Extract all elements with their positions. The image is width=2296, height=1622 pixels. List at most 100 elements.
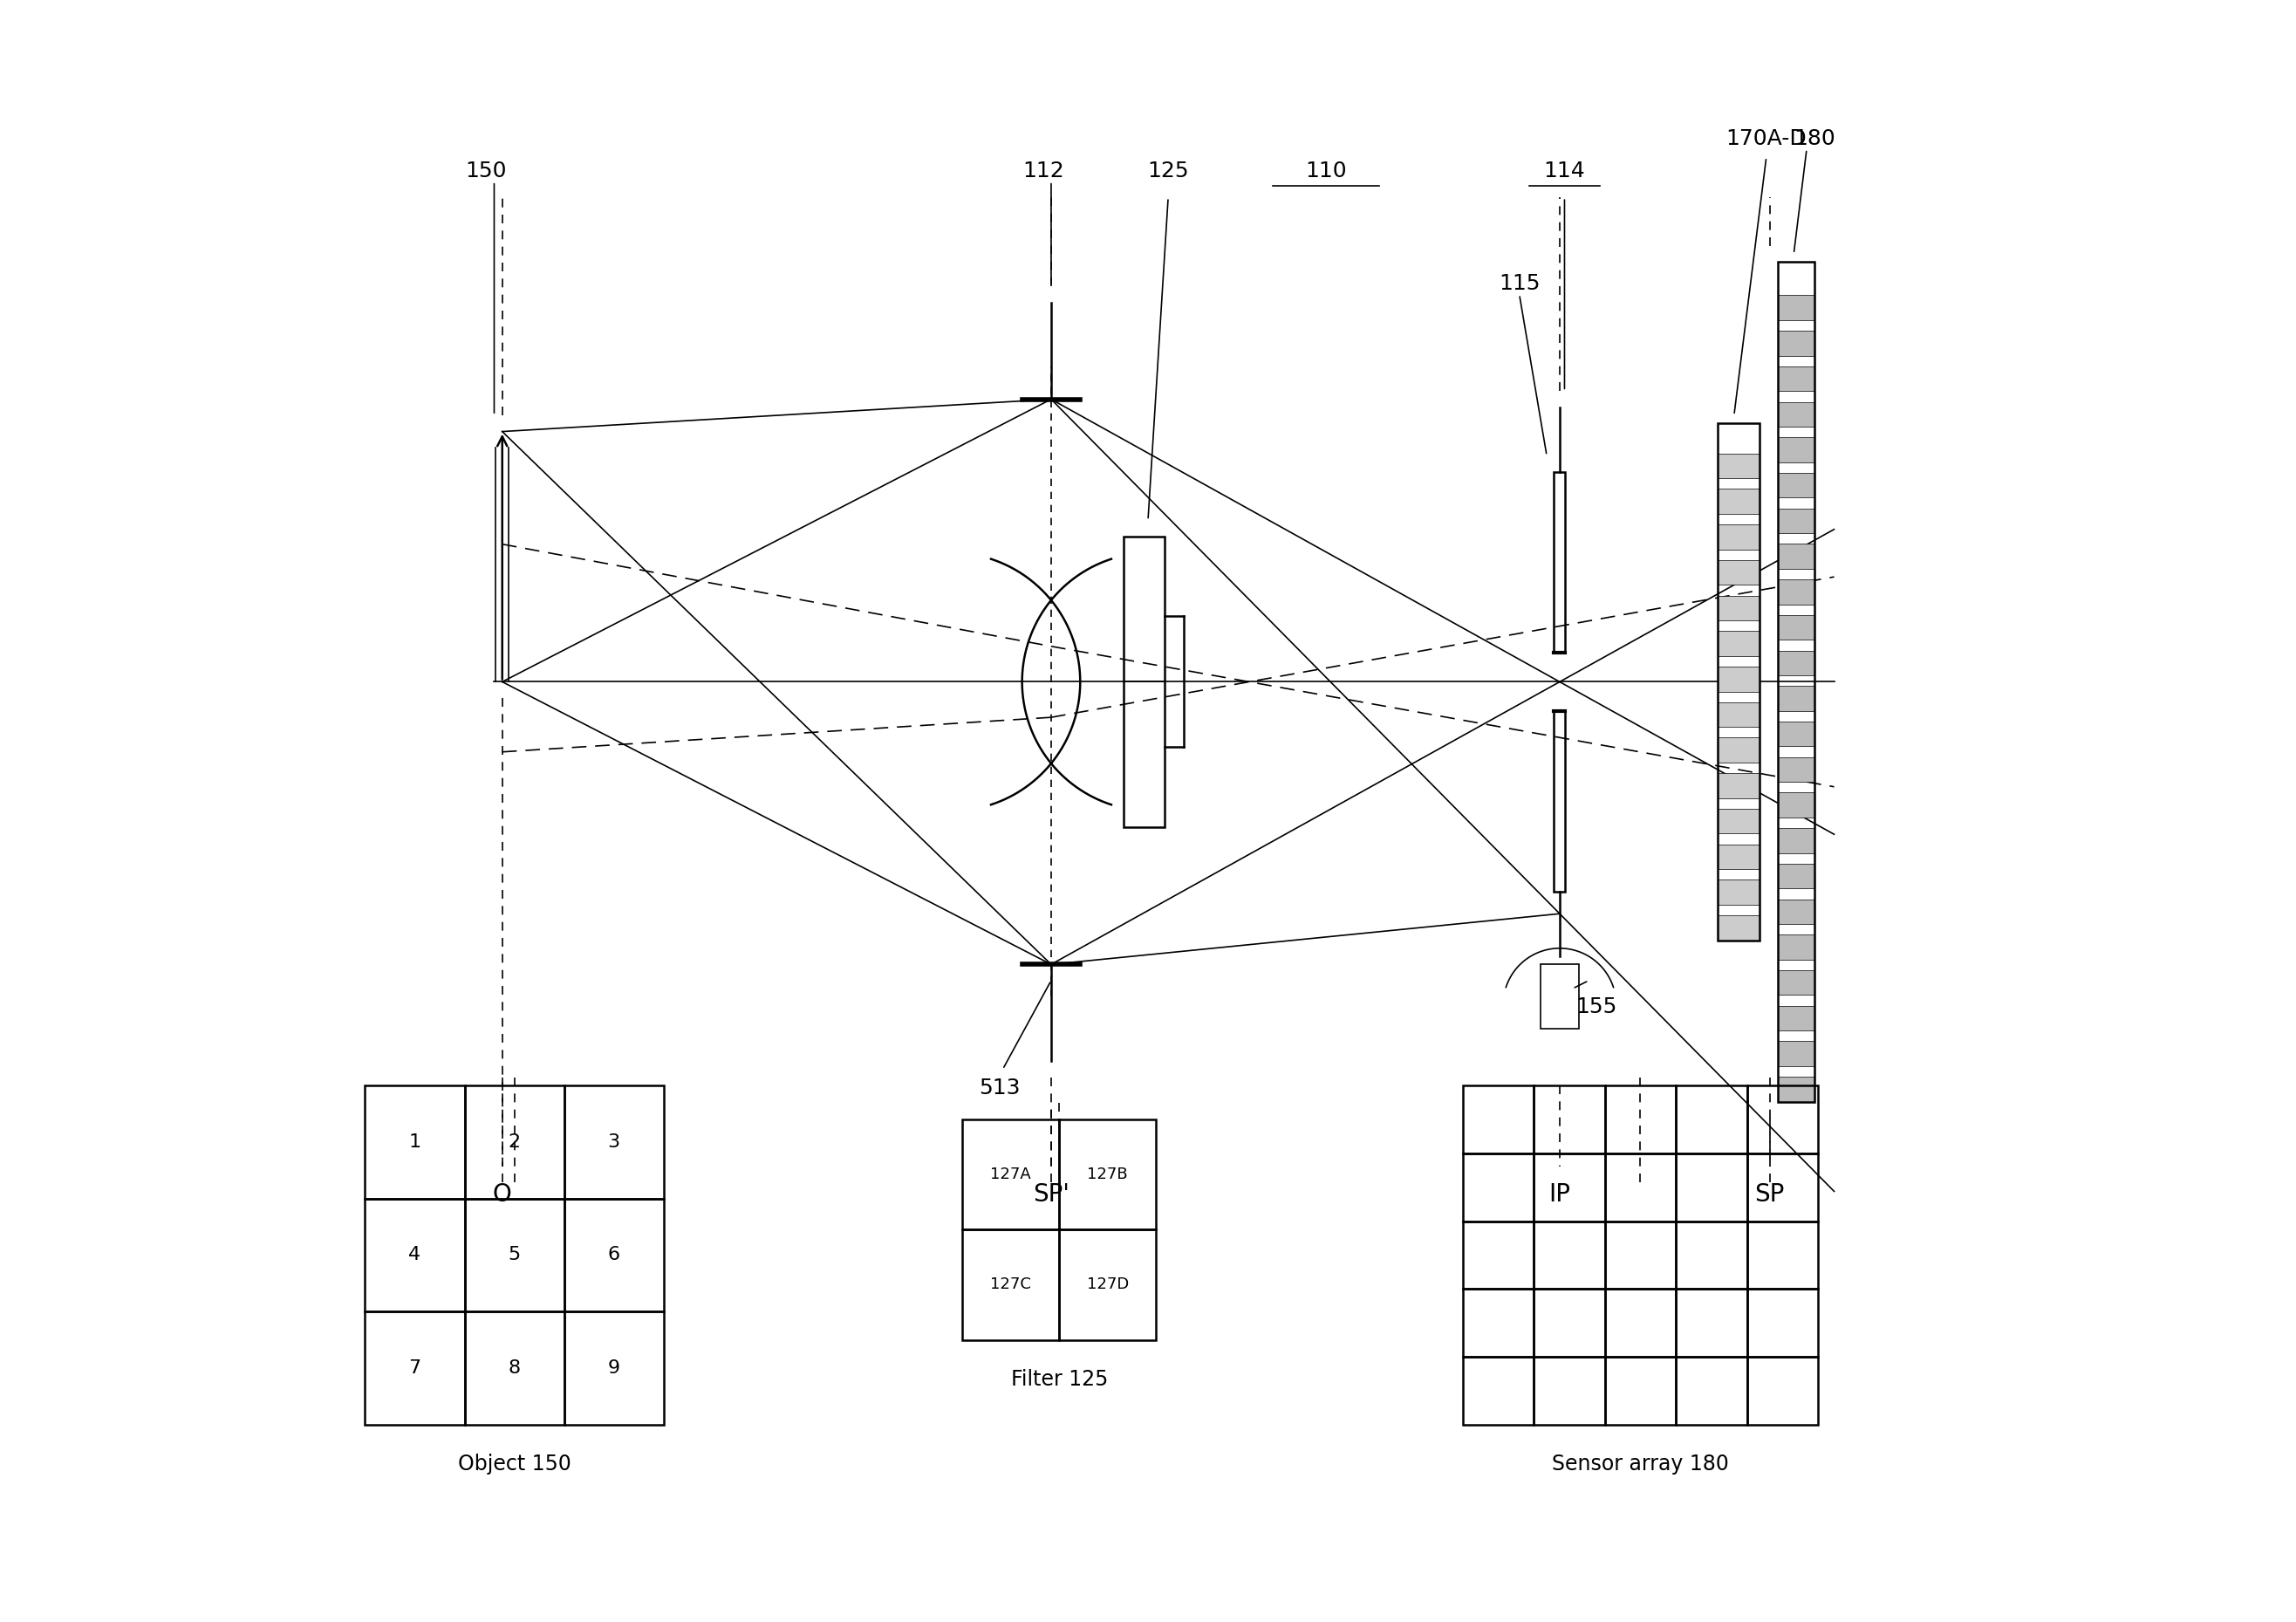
Text: 127B: 127B — [1088, 1166, 1127, 1182]
Bar — [1777, 402, 1814, 427]
Bar — [1717, 423, 1759, 941]
Bar — [1777, 579, 1814, 605]
Bar — [1777, 863, 1814, 889]
Bar — [1777, 829, 1814, 853]
Text: Object 150: Object 150 — [457, 1453, 572, 1474]
Bar — [365, 1199, 464, 1312]
Text: 112: 112 — [1022, 161, 1063, 182]
Bar — [1534, 1289, 1605, 1356]
Text: 5: 5 — [507, 1246, 521, 1264]
Bar — [1534, 1085, 1605, 1153]
Text: 513: 513 — [978, 1077, 1019, 1098]
Bar — [1717, 879, 1759, 905]
Bar — [962, 1119, 1058, 1229]
Bar — [962, 1229, 1058, 1340]
Bar — [1777, 474, 1814, 498]
Bar — [1717, 809, 1759, 834]
Bar — [1534, 1356, 1605, 1424]
Bar — [1777, 543, 1814, 569]
Bar — [1605, 1085, 1676, 1153]
Bar — [464, 1199, 565, 1312]
Bar — [1717, 631, 1759, 655]
Bar — [1463, 1289, 1534, 1356]
Bar — [1541, 965, 1580, 1028]
Bar — [1058, 1229, 1157, 1340]
Bar — [1463, 1153, 1534, 1221]
Bar — [1777, 331, 1814, 355]
Bar — [365, 1085, 464, 1199]
Text: 7: 7 — [409, 1359, 420, 1377]
Text: 3: 3 — [608, 1134, 620, 1150]
Text: 110: 110 — [1304, 161, 1345, 182]
Text: O: O — [494, 1182, 512, 1207]
Text: 180: 180 — [1793, 128, 1835, 149]
Bar — [1058, 1119, 1157, 1229]
Text: 127A: 127A — [990, 1166, 1031, 1182]
Bar — [1777, 615, 1814, 639]
Bar — [1676, 1085, 1747, 1153]
Text: Sensor array 180: Sensor array 180 — [1552, 1453, 1729, 1474]
Bar — [1747, 1289, 1818, 1356]
Text: 150: 150 — [466, 161, 507, 182]
Text: IP: IP — [1550, 1182, 1570, 1207]
Bar — [1676, 1289, 1747, 1356]
Bar — [1777, 508, 1814, 534]
Bar — [1777, 793, 1814, 817]
Bar — [1717, 560, 1759, 586]
Bar — [565, 1199, 664, 1312]
Text: 155: 155 — [1575, 996, 1616, 1017]
Bar — [1717, 595, 1759, 621]
Text: Filter 125: Filter 125 — [1010, 1369, 1107, 1390]
Bar — [464, 1085, 565, 1199]
Bar — [1123, 537, 1164, 827]
Bar — [1605, 1289, 1676, 1356]
Bar — [1534, 1221, 1605, 1289]
Bar — [464, 1312, 565, 1424]
Bar — [1747, 1221, 1818, 1289]
Bar — [1534, 1153, 1605, 1221]
Bar — [1777, 722, 1814, 746]
Bar — [1777, 1006, 1814, 1030]
Bar — [1717, 667, 1759, 691]
Bar — [1777, 970, 1814, 994]
Bar — [1747, 1085, 1818, 1153]
Text: 8: 8 — [507, 1359, 521, 1377]
Bar — [1777, 1041, 1814, 1066]
Text: 1: 1 — [409, 1134, 420, 1150]
Bar — [1717, 774, 1759, 798]
Bar — [1777, 367, 1814, 391]
Bar — [1777, 686, 1814, 710]
Bar — [565, 1085, 664, 1199]
Text: 9: 9 — [608, 1359, 620, 1377]
Bar — [1717, 454, 1759, 478]
Text: 127C: 127C — [990, 1277, 1031, 1293]
Bar — [1777, 263, 1814, 1101]
Text: SP': SP' — [1033, 1182, 1070, 1207]
Bar — [1605, 1153, 1676, 1221]
Text: 125: 125 — [1148, 161, 1189, 182]
Bar — [1777, 934, 1814, 960]
Bar — [1463, 1085, 1534, 1153]
Text: 170A-D: 170A-D — [1727, 128, 1807, 149]
Bar — [1676, 1356, 1747, 1424]
Text: 6: 6 — [608, 1246, 620, 1264]
Bar — [1554, 472, 1566, 652]
Bar — [1676, 1153, 1747, 1221]
Bar — [1717, 845, 1759, 869]
Bar — [1777, 757, 1814, 782]
Bar — [1777, 899, 1814, 925]
Text: 114: 114 — [1543, 161, 1584, 182]
Bar — [1605, 1356, 1676, 1424]
Bar — [1747, 1153, 1818, 1221]
Bar — [1747, 1356, 1818, 1424]
Bar — [1676, 1221, 1747, 1289]
Text: SP: SP — [1754, 1182, 1784, 1207]
Text: 115: 115 — [1499, 274, 1541, 294]
Bar — [1605, 1221, 1676, 1289]
Bar — [1717, 915, 1759, 941]
Bar — [1777, 438, 1814, 462]
Text: 4: 4 — [409, 1246, 420, 1264]
Bar — [365, 1312, 464, 1424]
Bar — [1777, 295, 1814, 320]
Text: 2: 2 — [507, 1134, 521, 1150]
